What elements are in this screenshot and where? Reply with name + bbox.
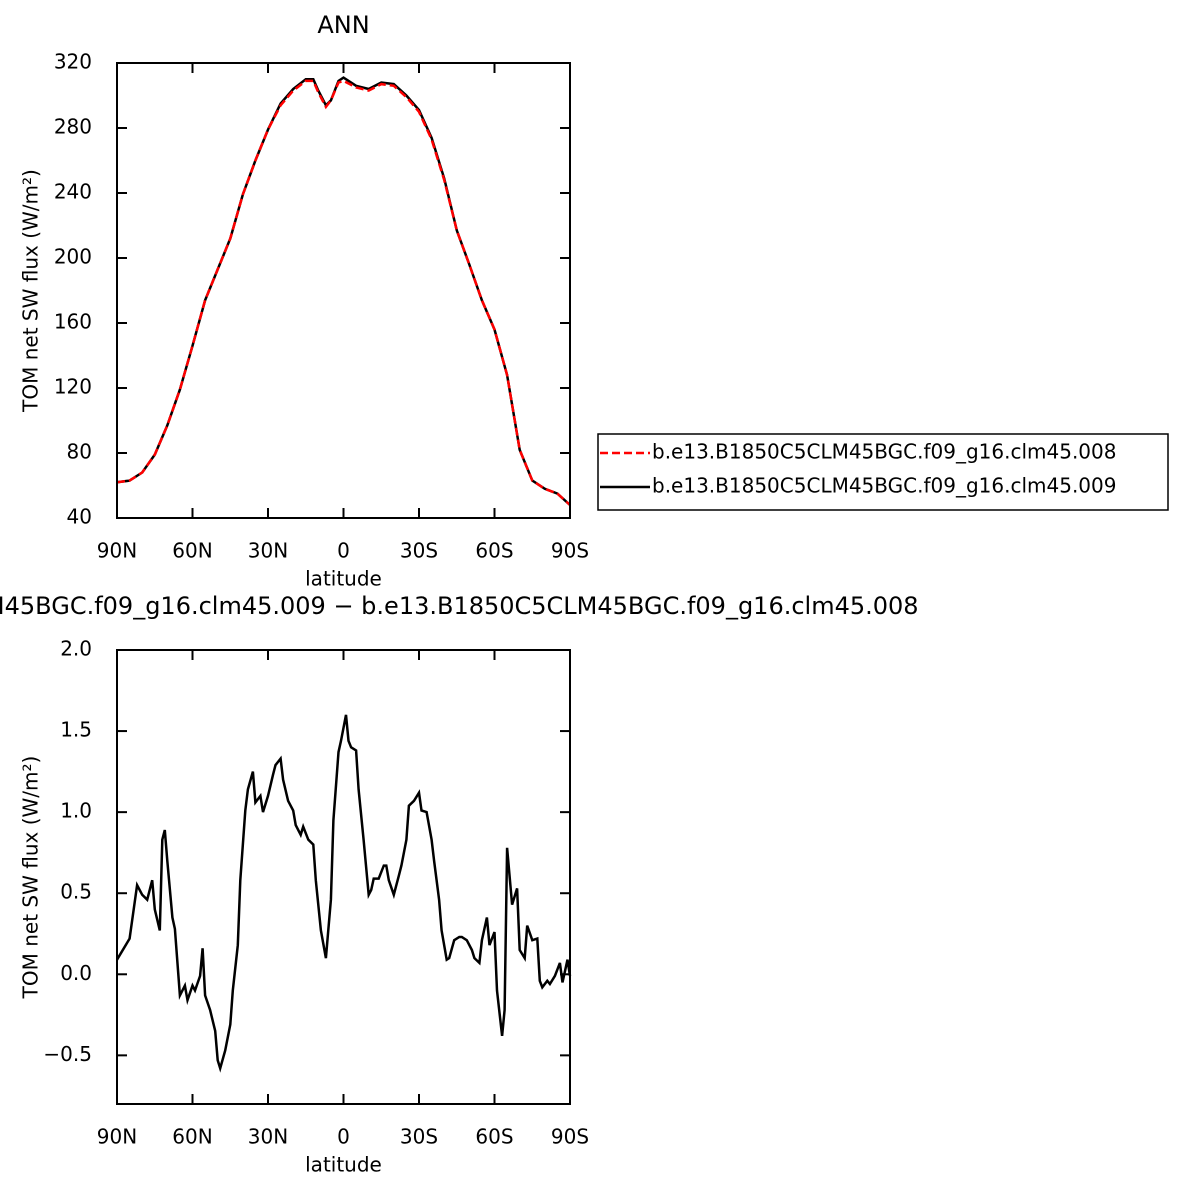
data-line bbox=[116, 76, 571, 506]
data-line bbox=[115, 714, 572, 1073]
x-tick-label: 90S bbox=[551, 1125, 589, 1149]
x-axis-label: latitude bbox=[305, 1153, 382, 1177]
x-axis-label: latitude bbox=[305, 567, 382, 591]
y-tick-label: 0.5 bbox=[60, 880, 92, 904]
y-tick-label: 200 bbox=[54, 245, 92, 269]
x-tick-label: 90N bbox=[97, 539, 137, 563]
chart-title: ANN bbox=[317, 11, 369, 39]
x-tick-label: 60S bbox=[475, 1125, 513, 1149]
x-tick-label: 90S bbox=[551, 539, 589, 563]
x-tick-label: 0 bbox=[337, 1125, 350, 1149]
chart-title: b.e13.B1850C5CLM45BGC.f09_g16.clm45.009 … bbox=[0, 592, 919, 620]
y-tick-label: 40 bbox=[67, 505, 92, 529]
y-tick-label: 2.0 bbox=[60, 637, 92, 661]
legend-label: b.e13.B1850C5CLM45BGC.f09_g16.clm45.008 bbox=[652, 440, 1116, 464]
y-tick-label: 280 bbox=[54, 115, 92, 139]
x-tick-label: 30N bbox=[248, 539, 288, 563]
y-tick-label: 80 bbox=[67, 440, 92, 464]
x-tick-label: 60S bbox=[475, 539, 513, 563]
y-axis-label: TOM net SW flux (W/m²) bbox=[19, 169, 43, 413]
data-line bbox=[116, 79, 571, 506]
x-tick-label: 30S bbox=[400, 539, 438, 563]
y-tick-label: 120 bbox=[54, 375, 92, 399]
y-tick-label: 1.5 bbox=[60, 718, 92, 742]
x-tick-label: 60N bbox=[172, 539, 212, 563]
plot-frame bbox=[116, 62, 571, 519]
legend-box bbox=[597, 433, 1169, 511]
x-tick-label: 30S bbox=[400, 1125, 438, 1149]
y-tick-label: 320 bbox=[54, 50, 92, 74]
y-tick-label: 0.0 bbox=[60, 961, 92, 985]
legend-label: b.e13.B1850C5CLM45BGC.f09_g16.clm45.009 bbox=[652, 474, 1116, 498]
x-tick-label: 90N bbox=[97, 1125, 137, 1149]
y-tick-label: 1.0 bbox=[60, 799, 92, 823]
x-tick-label: 30N bbox=[248, 1125, 288, 1149]
y-tick-label: 160 bbox=[54, 310, 92, 334]
y-tick-label: 240 bbox=[54, 180, 92, 204]
y-axis-label: TOM net SW flux (W/m²) bbox=[19, 756, 43, 1000]
x-tick-label: 0 bbox=[337, 539, 350, 563]
x-tick-label: 60N bbox=[172, 1125, 212, 1149]
y-tick-label: −0.5 bbox=[43, 1042, 92, 1066]
